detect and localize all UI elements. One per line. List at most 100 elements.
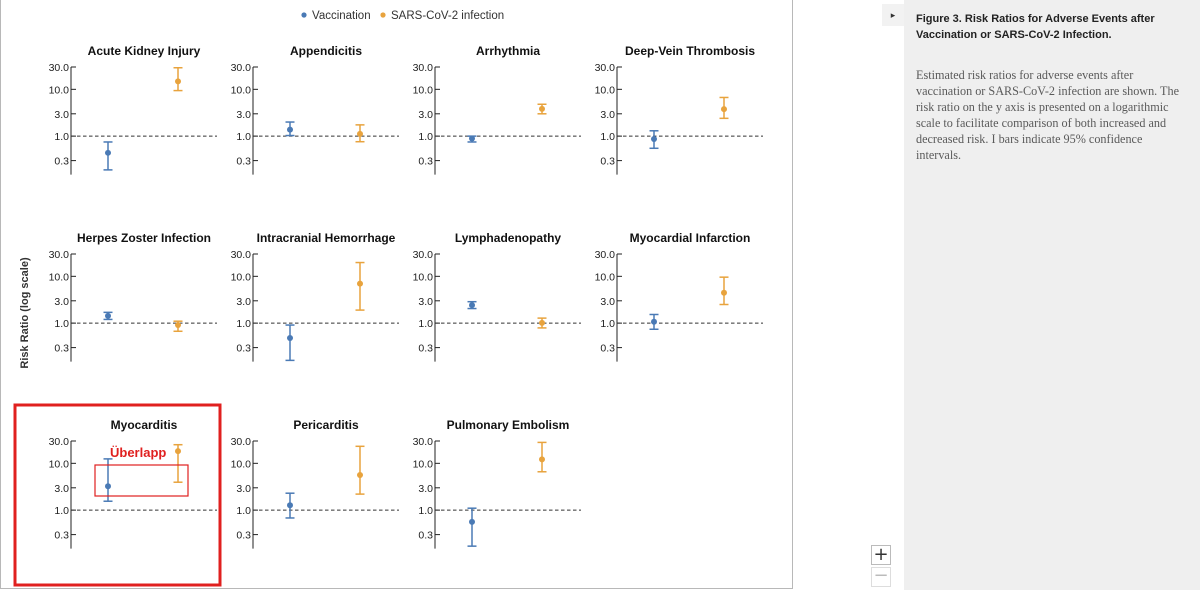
infection-estimate [355,445,365,495]
infection-estimate [719,96,729,120]
panel-herpes-zoster-infection: Herpes Zoster Infection 0.3 1.0 3.0 10.0 30.0 [49,231,217,362]
vaccination-point [469,518,475,525]
infection-point [175,78,181,85]
panel-title: Pericarditis [293,418,359,432]
y-tick-label: 1.0 [54,131,69,143]
panel-myocardial-infarction: Myocardial Infarction 0.3 1.0 3.0 10.0 30.0 [595,231,763,362]
panel-acute-kidney-injury: Acute Kidney Injury 0.3 1.0 3.0 10.0 30.0 [49,44,217,175]
y-tick-label: 1.0 [236,318,251,330]
y-tick-label: 0.3 [54,343,69,355]
y-tick-label: 0.3 [600,156,615,168]
infection-estimate [173,67,183,92]
infection-point [357,280,363,287]
infection-point [721,106,727,113]
y-tick-label: 10.0 [231,271,252,283]
y-tick-label: 30.0 [231,62,252,74]
infection-point [175,322,181,329]
y-tick-label: 3.0 [54,483,69,495]
panel-pericarditis: Pericarditis 0.3 1.0 3.0 10.0 30.0 [231,418,399,549]
vaccination-estimate [467,135,477,143]
y-tick-label: 3.0 [418,296,433,308]
legend-item: Vaccination [301,10,371,22]
vaccination-estimate [285,492,295,519]
zoom-out-button[interactable]: − [871,567,891,587]
legend-marker [301,12,307,18]
y-tick-label: 3.0 [236,296,251,308]
panel-intracranial-hemorrhage: Intracranial Hemorrhage 0.3 1.0 3.0 10.0 30.0 [231,231,399,362]
chart-svg: Vaccination SARS-CoV-2 infection Risk Rat… [13,10,763,587]
vaccination-estimate [649,130,659,150]
infection-point [539,319,545,326]
panel-title: Deep-Vein Thrombosis [625,44,755,58]
vaccination-estimate [649,313,659,330]
y-tick-label: 1.0 [600,131,615,143]
y-tick-label: 1.0 [236,505,251,517]
panel-lymphadenopathy: Lymphadenopathy 0.3 1.0 3.0 10.0 30.0 [413,231,581,362]
panel-title: Myocardial Infarction [630,231,751,245]
legend-label: SARS-CoV-2 infection [391,10,504,22]
y-tick-label: 1.0 [418,505,433,517]
y-tick-label: 3.0 [600,296,615,308]
vaccination-point [469,135,475,142]
infection-estimate [537,317,547,329]
y-tick-label: 0.3 [600,343,615,355]
figure-caption-title: Figure 3. Risk Ratios for Adverse Events… [916,13,1155,41]
panel-title: Appendicitis [290,44,362,58]
zoom-in-button[interactable]: + [871,545,891,565]
legend-marker [380,12,386,18]
infection-point [721,289,727,296]
y-tick-label: 10.0 [595,271,616,283]
y-tick-label: 0.3 [418,156,433,168]
panel-myocarditis: Myocarditis 0.3 1.0 3.0 10.0 30.0 [49,418,217,549]
vaccination-estimate [467,507,477,547]
y-tick-label: 10.0 [413,458,434,470]
y-tick-label: 1.0 [600,318,615,330]
collapse-button[interactable]: ▸ [882,4,904,26]
y-tick-label: 30.0 [413,436,434,448]
panel-title: Myocarditis [111,418,178,432]
overlap-box [94,464,189,497]
infection-point [357,472,363,479]
y-tick-label: 3.0 [236,109,251,121]
vaccination-point [651,318,657,325]
y-tick-label: 30.0 [231,436,252,448]
panel-deep-vein-thrombosis: Deep-Vein Thrombosis 0.3 1.0 3.0 10.0 30.0 [595,44,763,175]
vaccination-estimate [103,458,113,502]
y-tick-label: 10.0 [413,84,434,96]
infection-estimate [537,103,547,115]
y-tick-label: 0.3 [236,343,251,355]
y-tick-label: 0.3 [236,156,251,168]
infection-estimate [355,124,365,143]
vaccination-point [469,302,475,309]
annotation: Überlapp [13,403,222,587]
vaccination-point [287,126,293,133]
y-tick-label: 10.0 [49,458,70,470]
infection-point [539,105,545,112]
vaccination-point [105,312,111,319]
panel-title: Intracranial Hemorrhage [257,231,396,245]
y-tick-label: 30.0 [231,249,252,261]
panel-pulmonary-embolism: Pulmonary Embolism 0.3 1.0 3.0 10.0 30.0 [413,418,581,549]
triangle-right-icon: ▸ [890,10,896,20]
panel-appendicitis: Appendicitis 0.3 1.0 3.0 10.0 30.0 [231,44,399,175]
infection-point [175,448,181,455]
y-tick-label: 3.0 [418,483,433,495]
y-tick-label: 3.0 [600,109,615,121]
infection-estimate [355,261,365,311]
vaccination-estimate [285,324,295,362]
y-tick-label: 1.0 [54,505,69,517]
overlap-label: Überlapp [110,445,166,460]
panel-title: Arrhythmia [476,44,540,58]
legend-label: Vaccination [312,10,371,22]
legend-item: SARS-CoV-2 infection [380,10,504,22]
y-tick-label: 10.0 [49,271,70,283]
y-tick-label: 0.3 [54,156,69,168]
panel-title: Acute Kidney Injury [88,44,201,58]
figure-caption-body: Estimated risk ratios for adverse events… [916,68,1179,162]
vaccination-point [287,502,293,509]
y-tick-label: 1.0 [236,131,251,143]
panels: Acute Kidney Injury 0.3 1.0 3.0 10.0 30.0 Appe… [49,44,763,549]
y-tick-label: 0.3 [418,530,433,542]
y-axis-label: Risk Ratio (log scale) [19,257,31,369]
vaccination-point [105,149,111,156]
